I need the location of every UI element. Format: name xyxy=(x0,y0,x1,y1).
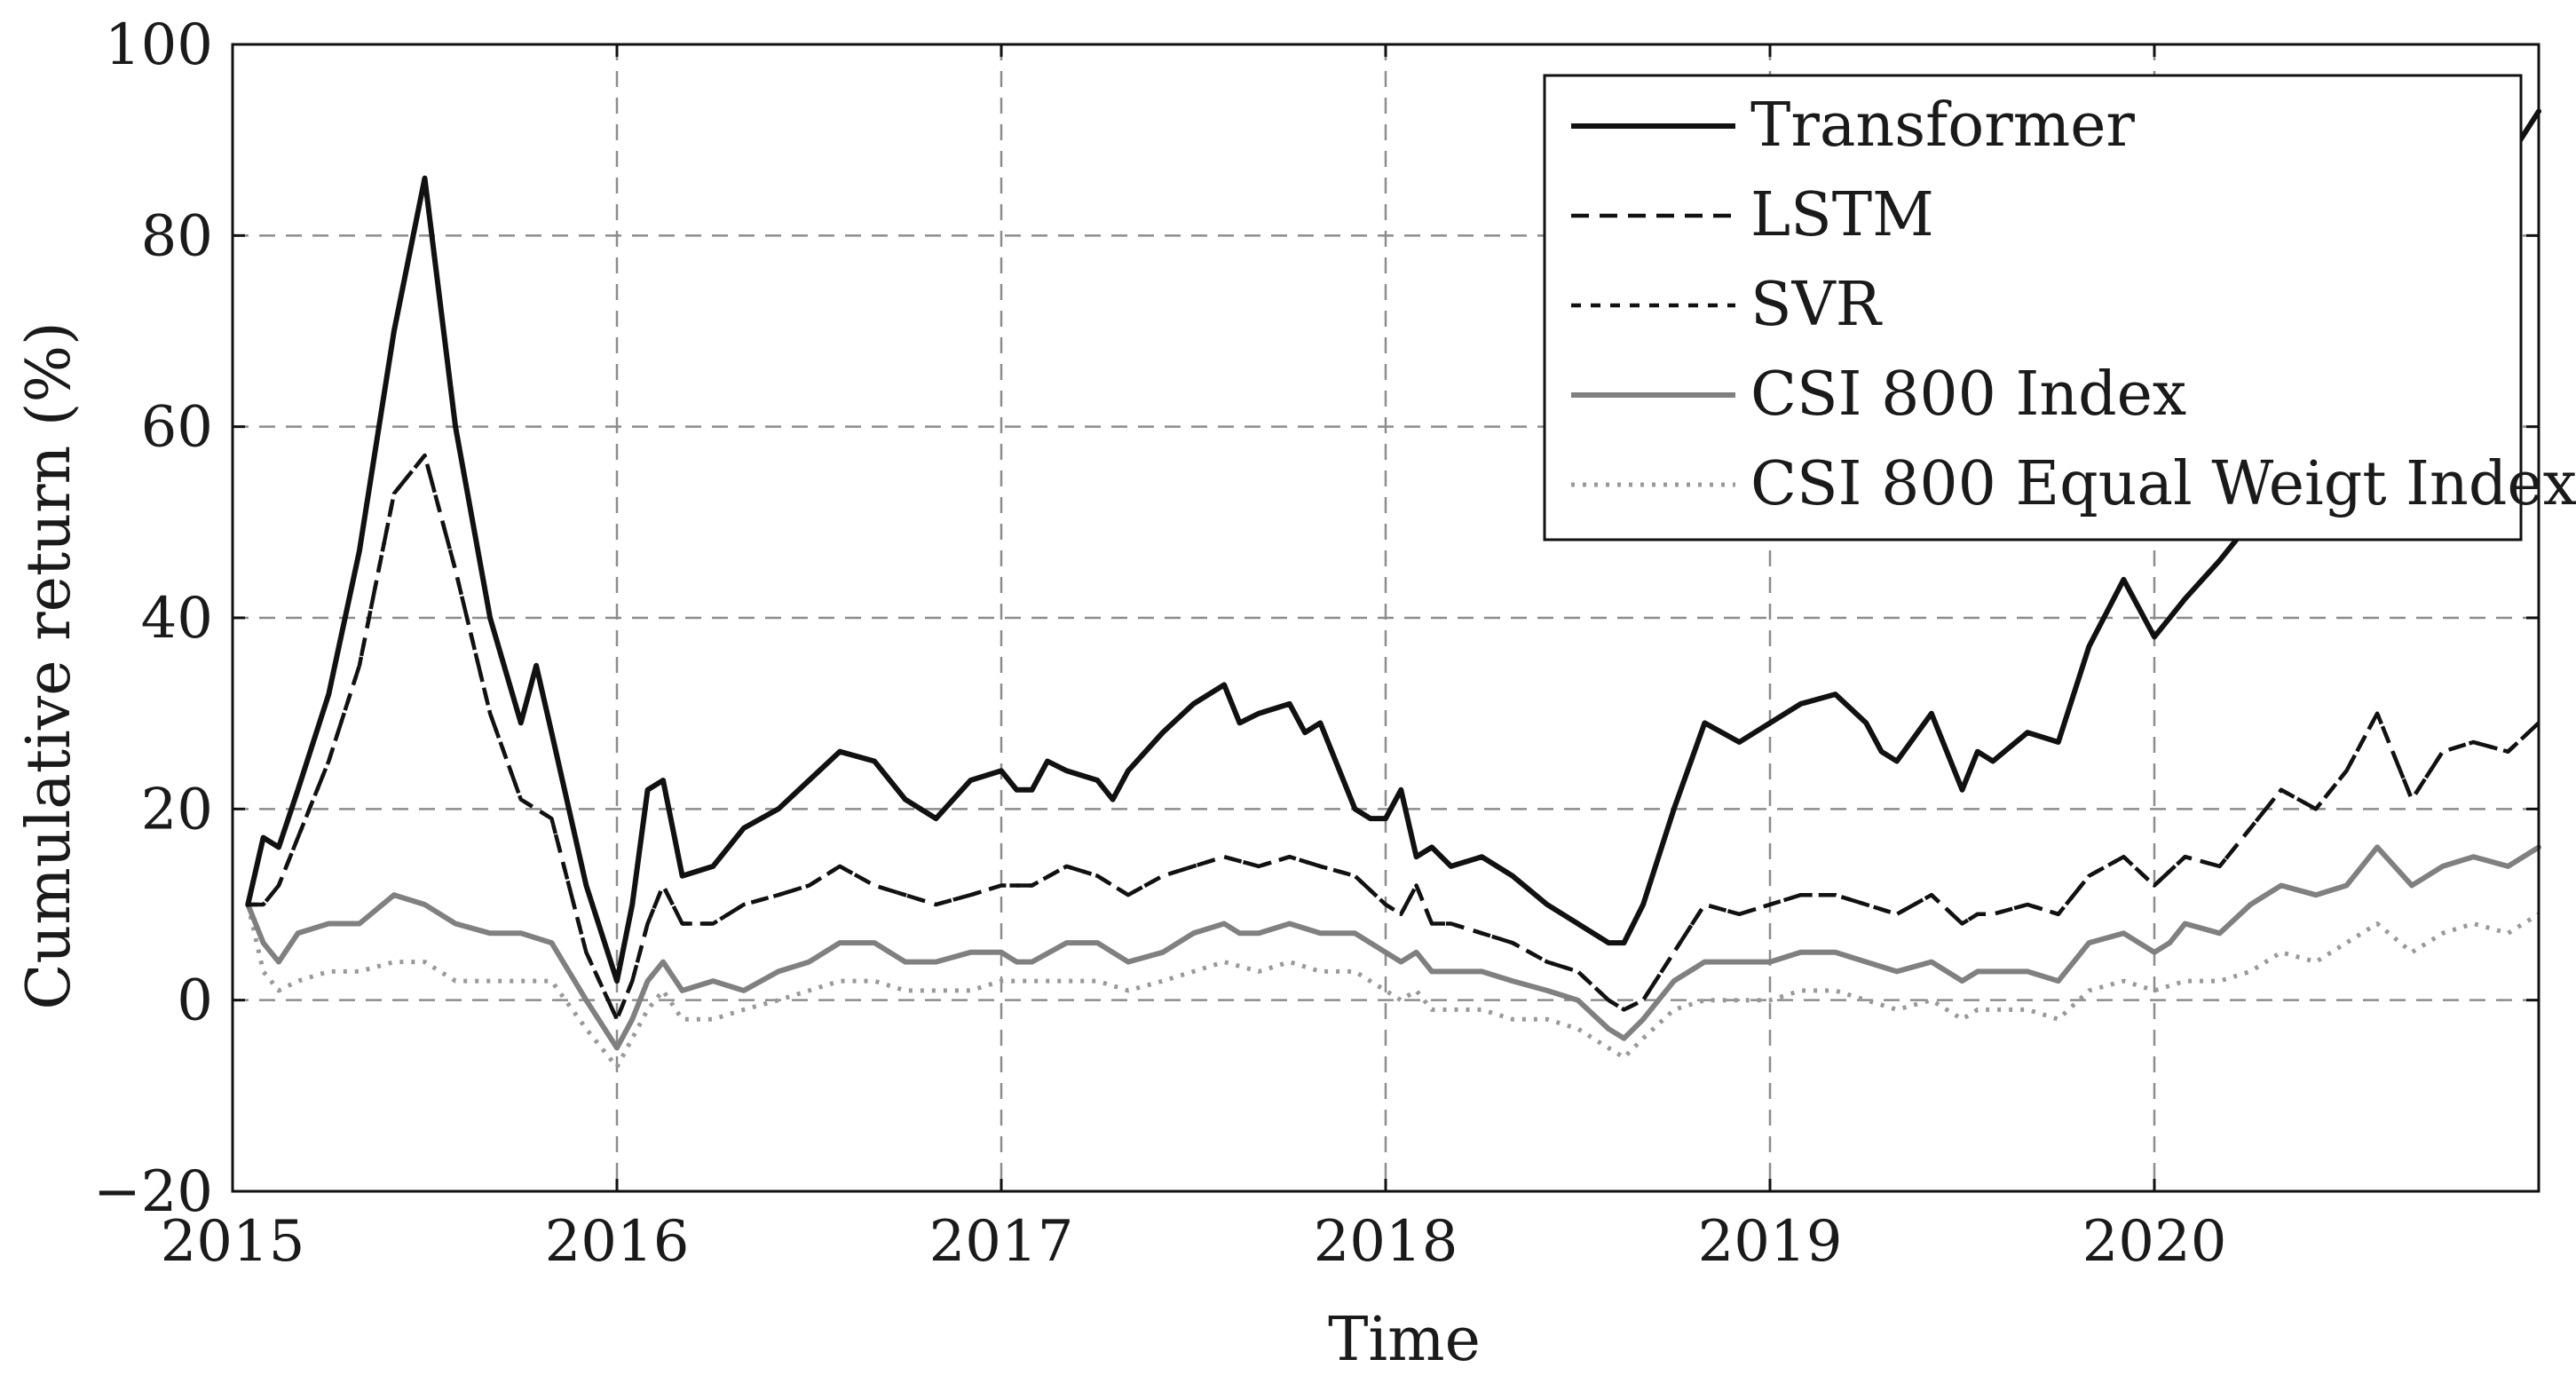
series-line-lstm xyxy=(248,453,2540,1022)
series-line-transformer xyxy=(245,108,2541,984)
x-tick-label: 2015 xyxy=(161,1209,305,1275)
y-axis-title: Cumulative return (%) xyxy=(14,321,84,1009)
legend-label-csi-800-index: CSI 800 Index xyxy=(1750,360,2186,430)
x-tick-label: 2020 xyxy=(2082,1209,2227,1275)
legend-label-csi-800-equal-weigt-index: CSI 800 Equal Weigt Index xyxy=(1750,449,2576,519)
x-tick-label: 2016 xyxy=(545,1209,690,1275)
axis-ticks: 2015 2016 2017 2018 2019 2020 −20 0 20 40 60 80 100 xyxy=(93,12,2539,1275)
x-tick-label: 2019 xyxy=(1698,1209,1843,1275)
x-axis-title: Time xyxy=(1328,1305,1481,1375)
series-line-csi-800-index xyxy=(245,844,2541,1051)
y-tick-label: 0 xyxy=(177,968,213,1034)
y-tick-label: 60 xyxy=(141,395,213,461)
legend-label-svr: SVR xyxy=(1750,270,1883,340)
legend-label-transformer: Transformer xyxy=(1750,91,2135,161)
legend: Transformer LSTM SVR CSI 800 Index CSI 800 E… xyxy=(1543,74,2576,541)
legend-box xyxy=(1543,74,2523,541)
x-tick-label: 2017 xyxy=(929,1209,1074,1275)
y-tick-label: 80 xyxy=(141,203,213,269)
y-tick-label: −20 xyxy=(93,1159,213,1225)
y-tick-label: 40 xyxy=(141,586,213,652)
y-tick-label: 100 xyxy=(105,12,213,78)
legend-label-lstm: LSTM xyxy=(1750,180,1934,250)
plot-area xyxy=(245,108,2541,1070)
y-tick-label: 20 xyxy=(141,777,213,842)
x-tick-label: 2018 xyxy=(1314,1209,1458,1275)
